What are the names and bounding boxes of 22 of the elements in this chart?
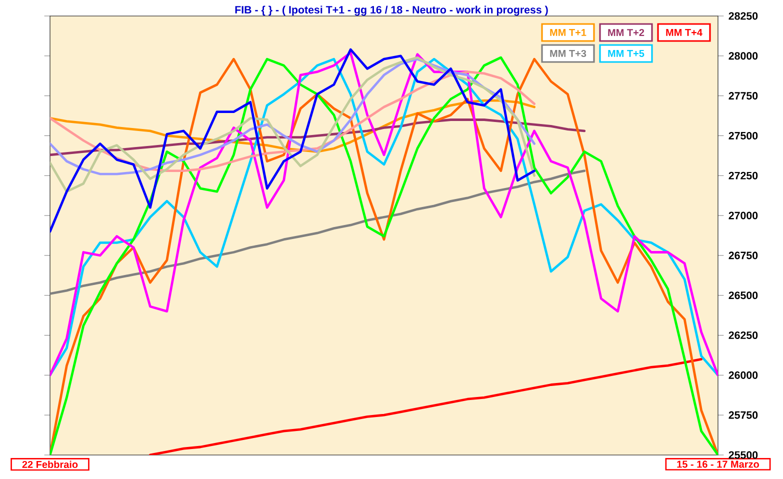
y-tick-label: 26250 [728, 331, 758, 340]
line-series [50, 48, 536, 233]
y-tick-label: 25750 [728, 411, 758, 419]
chart-title: FIB - { } - ( Ipotesi T+1 - gg 16 / 18 - Neutro - work in progress ) [235, 6, 548, 16]
x-tick-label: 22 Febbraio [22, 460, 78, 468]
text: MM T+3 [550, 50, 586, 58]
text: MM T+5 [608, 50, 644, 57]
text: MM T+2 [608, 28, 644, 36]
y-tick-label: 28000 [728, 52, 758, 60]
y-tick-label: 26500 [728, 292, 758, 300]
y-tick-label: 27500 [728, 132, 758, 140]
y-tick-label: 27250 [728, 172, 758, 180]
text: MM T+4 [666, 29, 702, 36]
y-tick-label: 27000 [728, 212, 758, 220]
line-series [50, 170, 586, 295]
text: MM T+1 [550, 29, 586, 36]
x-tick-label: 15 - 16 - 17 Marzo [677, 460, 759, 468]
y-tick-label: 25500 [728, 451, 758, 459]
y-tick-label: 27750 [728, 92, 758, 100]
y-tick-label: 28250 [728, 12, 758, 20]
y-tick-label: 26000 [728, 371, 758, 379]
y-tick-label: 26750 [728, 252, 758, 260]
